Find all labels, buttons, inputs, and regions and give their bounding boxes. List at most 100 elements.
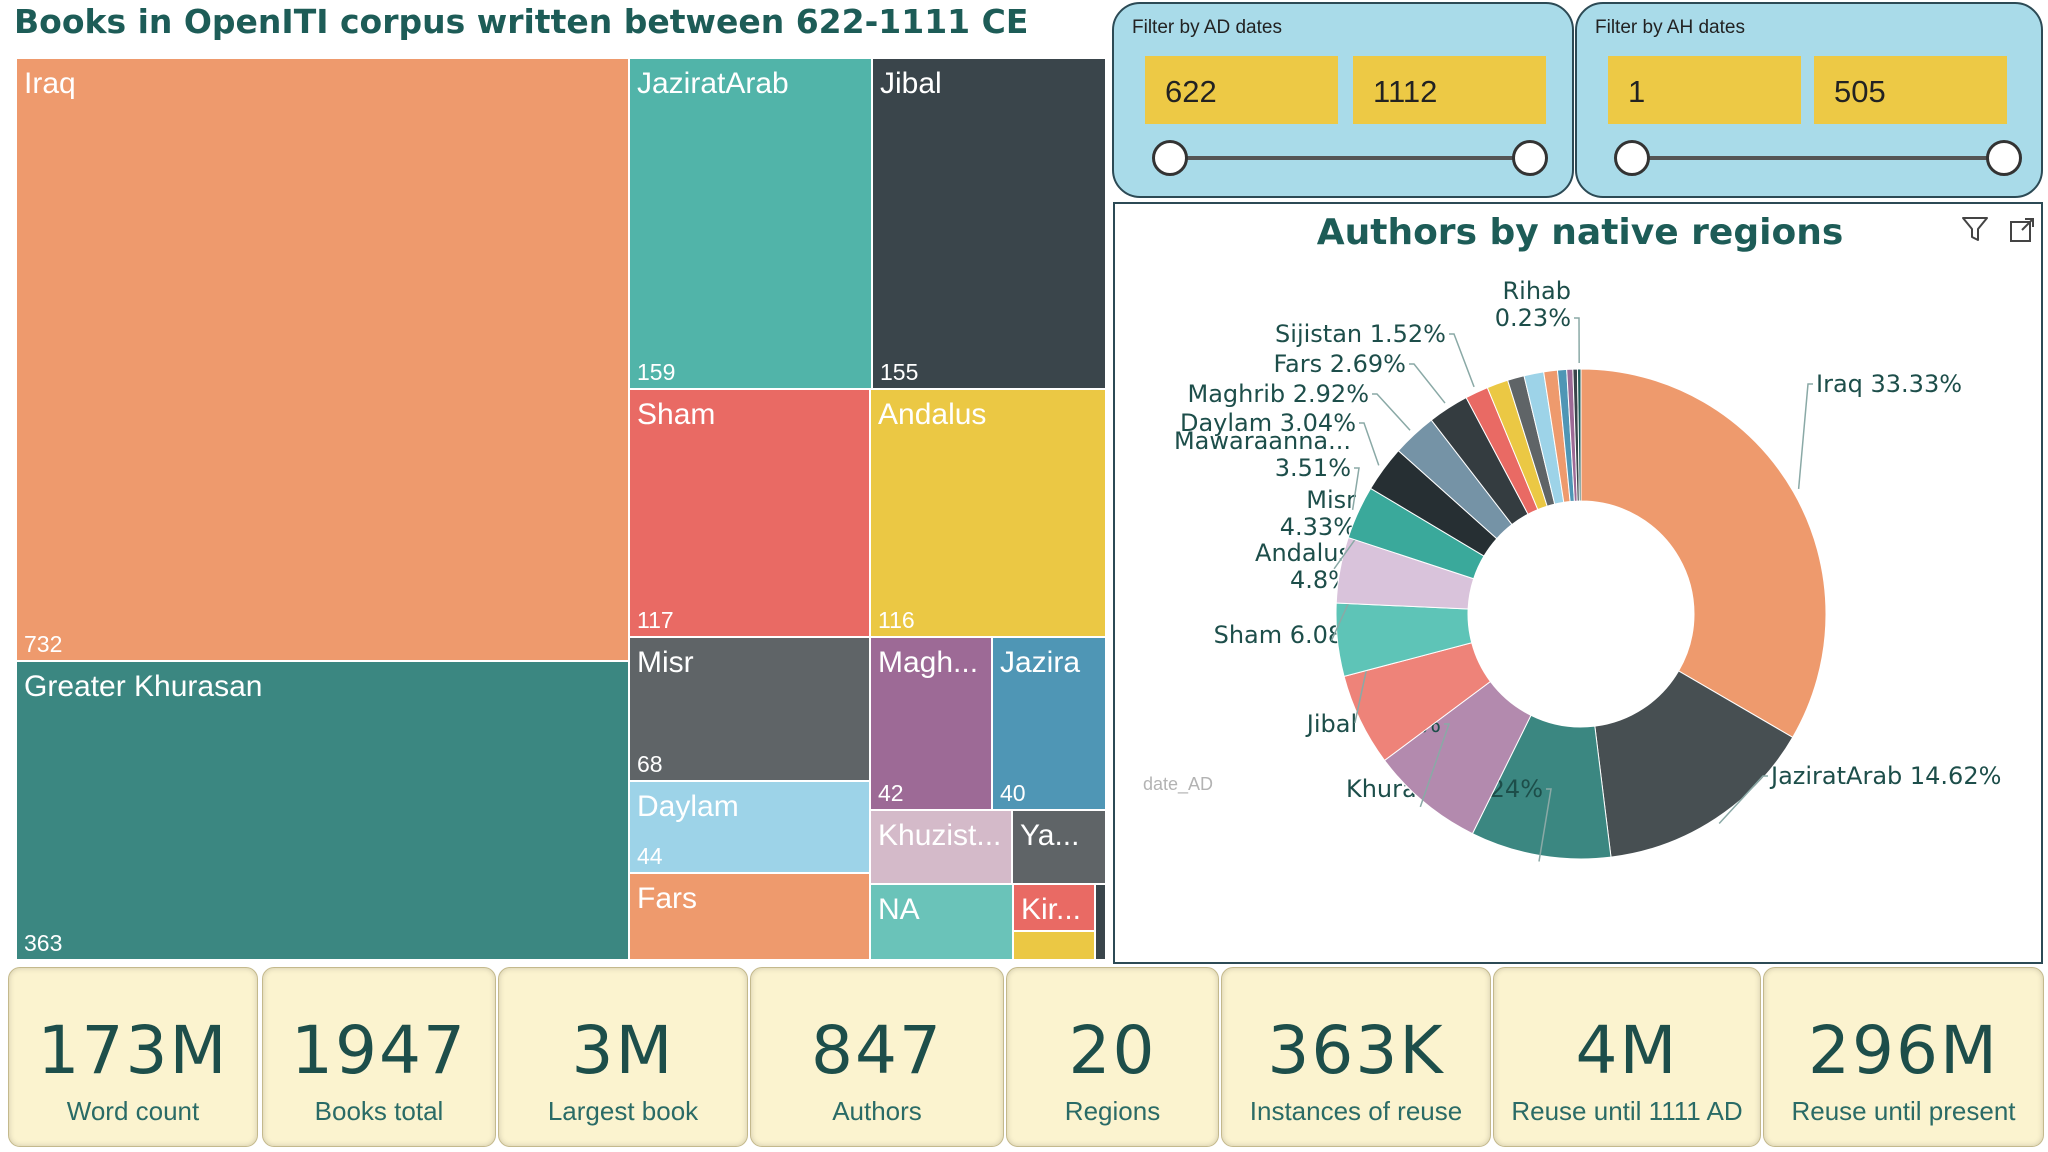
kpi-label: Largest book — [547, 1096, 699, 1126]
kpi-card: 847 Authors — [750, 967, 1004, 1147]
donut-leader-line — [1718, 775, 1768, 825]
kpi-label: Books total — [314, 1096, 444, 1126]
treemap-tile[interactable]: Fars — [629, 873, 870, 960]
kpi-card: 363K Instances of reuse — [1221, 967, 1491, 1147]
donut-leader-line — [1409, 363, 1446, 404]
kpi-card: 3M Largest book — [498, 967, 748, 1147]
ah-min-input[interactable]: 1 — [1608, 56, 1801, 124]
kpi-value: 296M — [1808, 1012, 1999, 1089]
treemap-tile-label: Daylam — [637, 790, 739, 823]
treemap-tile[interactable]: Iraq 732 — [16, 58, 629, 661]
treemap-tile[interactable]: Greater Khurasan 363 — [16, 661, 629, 960]
treemap-tile-label: Jazira — [1000, 646, 1081, 679]
donut-slice-label: Mawaraanna... 3.51% — [1174, 427, 1351, 482]
treemap-tile[interactable] — [1013, 931, 1095, 960]
kpi-card: 20 Regions — [1006, 967, 1219, 1147]
kpi-label: Reuse until present — [1791, 1096, 2016, 1126]
treemap-tile-label: Iraq — [24, 67, 76, 100]
treemap-tile-label: Magh... — [878, 646, 979, 679]
treemap-tile-label: NA — [878, 893, 920, 926]
donut-chart-panel: Iraq 33.33% JaziratArab 14.62% Khurasan 9.… — [1113, 202, 2043, 964]
donut-slice[interactable] — [1594, 670, 1794, 858]
treemap-tile[interactable]: Jibal 155 — [872, 58, 1106, 389]
kpi-value: 363K — [1267, 1012, 1445, 1089]
donut-leader-line — [1419, 723, 1451, 808]
ad-slider-min-handle[interactable] — [1152, 140, 1188, 176]
donut-chart-title: Authors by native regions — [1316, 212, 1844, 253]
donut-slice-label: Fars 2.69% — [1273, 350, 1406, 378]
kpi-card: 1947 Books total — [262, 967, 496, 1147]
treemap-tile-label: JaziratArab — [637, 67, 789, 100]
kpi-value: 20 — [1068, 1012, 1157, 1089]
focus-mode-icon[interactable] — [2008, 216, 2036, 244]
treemap-tile[interactable] — [1095, 884, 1106, 960]
donut-chart: Iraq 33.33%JaziratArab 14.62%Khurasan 9.… — [1174, 277, 2001, 862]
ad-slider-track[interactable] — [1170, 156, 1530, 160]
ad-date-filter: Filter by AD dates 622 1112 — [1112, 2, 1574, 198]
ad-slider-max-handle[interactable] — [1512, 140, 1548, 176]
ah-slider-min-handle[interactable] — [1614, 140, 1650, 176]
treemap-tile-label: Misr — [637, 646, 694, 679]
kpi-label: Instances of reuse — [1249, 1096, 1463, 1126]
donut-leader-line — [1797, 383, 1813, 490]
treemap-tile[interactable]: Andalus 116 — [870, 389, 1106, 637]
donut-leader-line — [1372, 393, 1411, 431]
kpi-label: Reuse until 1111 AD — [1511, 1096, 1743, 1126]
treemap-tile-label: Sham — [637, 398, 716, 431]
treemap-tile-label: Ya... — [1020, 819, 1080, 852]
treemap-tile[interactable]: Magh... 42 — [870, 637, 992, 810]
ad-filter-title: Filter by AD dates — [1132, 17, 1282, 38]
donut-slice-label: Rihab 0.23% — [1495, 277, 1571, 332]
page-title: Books in OpenITI corpus written between … — [14, 2, 1029, 41]
ad-min-input[interactable]: 622 — [1145, 56, 1338, 124]
ah-max-input[interactable]: 505 — [1814, 56, 2007, 124]
treemap-tile-value: 40 — [1000, 780, 1026, 806]
donut-slice[interactable] — [1580, 368, 1827, 739]
treemap-tile[interactable]: NA — [870, 884, 1013, 960]
donut-leader-line — [1574, 317, 1580, 364]
kpi-label: Regions — [1064, 1096, 1161, 1126]
treemap-tile[interactable]: Daylam 44 — [629, 781, 870, 873]
treemap-tile-value: 363 — [24, 930, 63, 956]
ah-slider-max-handle[interactable] — [1986, 140, 2022, 176]
treemap-tile-label: Fars — [637, 882, 697, 915]
treemap-tile[interactable]: Sham 117 — [629, 389, 870, 637]
kpi-card: 4M Reuse until 1111 AD — [1493, 967, 1761, 1147]
kpi-value: 3M — [571, 1012, 675, 1089]
treemap-tile[interactable]: Misr 68 — [629, 637, 870, 781]
ah-slider-track[interactable] — [1632, 156, 2002, 160]
donut-leader-line — [1449, 333, 1475, 388]
treemap-tile[interactable]: Jazira 40 — [992, 637, 1106, 810]
treemap-tile-value: 155 — [880, 359, 919, 385]
treemap-tile[interactable]: Khuzist... — [870, 810, 1012, 884]
treemap-tile[interactable]: Kir... — [1013, 884, 1095, 931]
donut-slice-label: Sijistan 1.52% — [1275, 320, 1446, 348]
kpi-label: Authors — [832, 1096, 922, 1126]
ad-max-input[interactable]: 1112 — [1353, 56, 1546, 124]
treemap-tile-value: 116 — [878, 607, 915, 633]
regions-treemap[interactable]: Iraq 732 Greater Khurasan 363 JaziratArab 159… — [16, 58, 1106, 960]
treemap-tile[interactable]: Ya... — [1012, 810, 1106, 884]
treemap-tile[interactable]: JaziratArab 159 — [629, 58, 872, 389]
treemap-tile-value: 159 — [637, 359, 676, 385]
donut-leader-line — [1359, 422, 1380, 466]
kpi-value: 1947 — [291, 1012, 467, 1089]
kpi-value: 847 — [811, 1012, 943, 1089]
treemap-tile-label: Greater Khurasan — [24, 670, 263, 703]
donut-slice-label: JaziratArab 14.62% — [1769, 762, 2001, 790]
donut-slice-label: Misr 4.33% — [1280, 486, 1356, 541]
donut-slice-label: Daylam 3.04% — [1180, 409, 1356, 437]
treemap-tile-label: Jibal — [880, 67, 942, 100]
filter-icon[interactable] — [1960, 214, 1990, 244]
treemap-tile-label: Kir... — [1021, 893, 1082, 926]
donut-slice-label: Maghrib 2.92% — [1188, 380, 1370, 408]
treemap-tile-value: 68 — [637, 751, 663, 777]
treemap-tile-value: 732 — [24, 631, 63, 657]
treemap-tile-label: Andalus — [878, 398, 987, 431]
kpi-card: 173M Word count — [8, 967, 258, 1147]
treemap-tile-label: Khuzist... — [878, 819, 1002, 852]
donut-slice[interactable] — [1576, 368, 1582, 502]
kpi-label: Word count — [66, 1096, 200, 1126]
ah-date-filter: Filter by AH dates 1 505 — [1575, 2, 2043, 198]
kpi-value: 173M — [37, 1012, 229, 1089]
